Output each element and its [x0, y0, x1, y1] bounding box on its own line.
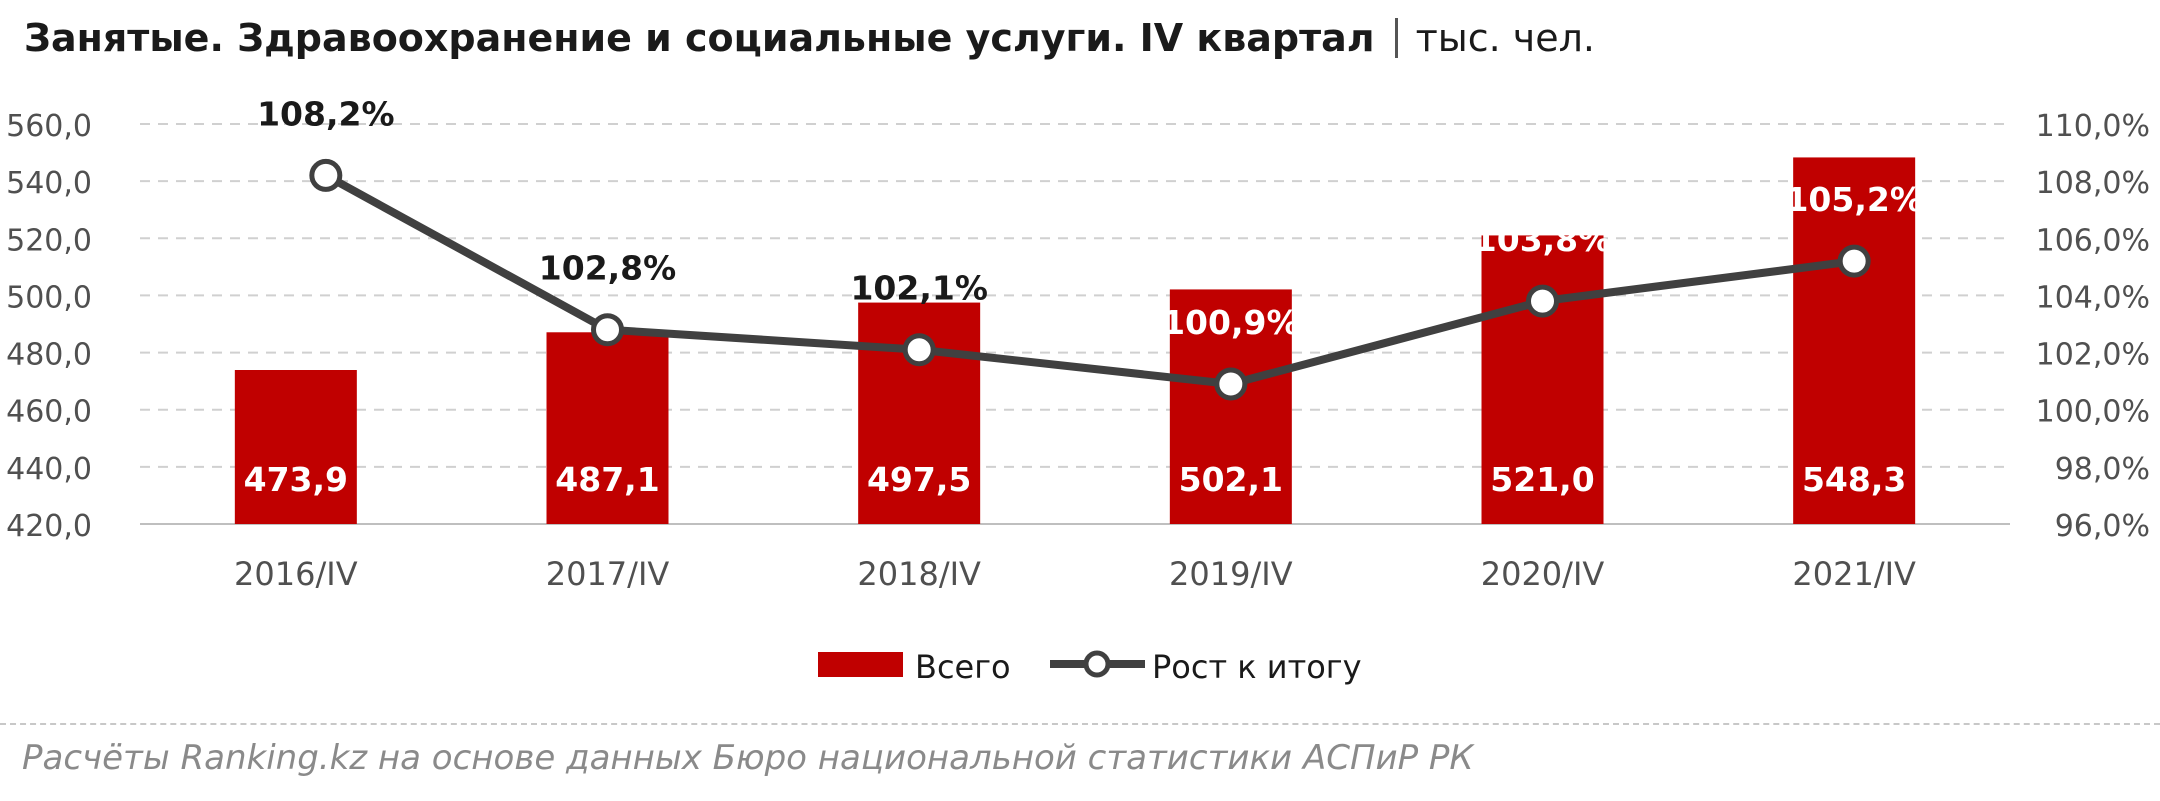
line-marker [591, 313, 624, 347]
line-marker [1526, 284, 1559, 318]
legend-bar-swatch [818, 652, 903, 677]
gridlines [140, 123, 2010, 525]
line-value-label: 100,9% [1162, 303, 1299, 342]
x-tick-label: 2017/IV [546, 555, 670, 593]
left-tick-label: 420,0 [6, 509, 92, 544]
bar [234, 370, 357, 524]
bar-value-label: 473,9 [244, 460, 348, 499]
bar-value-label: 487,1 [555, 460, 659, 499]
bar-value-label: 502,1 [1179, 460, 1283, 499]
left-tick-label: 480,0 [6, 338, 92, 373]
bar [546, 332, 669, 524]
line-marker [309, 158, 343, 192]
chart-title: Занятые. Здравоохранение и социальные ус… [24, 16, 1375, 60]
chart-unit: тыс. чел. [1415, 16, 1595, 60]
bar-value-label: 497,5 [867, 460, 971, 499]
right-tick-label: 100,0% [2036, 395, 2150, 430]
x-tick-label: 2018/IV [857, 555, 981, 593]
bar-value-label: 521,0 [1490, 460, 1594, 499]
x-axis: 2016/IV 2017/IV 2018/IV 2019/IV 2020/IV 2021/… [234, 555, 1916, 593]
left-tick-label: 440,0 [6, 452, 92, 487]
right-axis: 96,0% 98,0% 100,0% 102,0% 104,0% 106,0% 108,0%… [2036, 109, 2150, 544]
left-tick-label: 460,0 [6, 395, 92, 430]
right-tick-label: 104,0% [2036, 280, 2150, 315]
source-note: Расчёты Ranking.kz на основе данных Бюро… [22, 738, 1474, 778]
line-marker [1837, 244, 1871, 278]
left-tick-label: 540,0 [6, 166, 92, 201]
growth-line [323, 171, 1855, 388]
footer-divider [0, 723, 2160, 725]
right-tick-label: 110,0% [2036, 109, 2150, 144]
x-tick-label: 2021/IV [1792, 555, 1916, 593]
chart-title-row: Занятые. Здравоохранение и социальные ус… [24, 8, 1595, 68]
line-marker [1214, 367, 1248, 401]
legend-line-label: Рост к итогу [1152, 648, 1362, 686]
line-value-label: 102,8% [539, 249, 676, 288]
bar [1169, 289, 1292, 524]
line-value-label: 103,8% [1474, 220, 1611, 259]
title-separator [1394, 18, 1398, 58]
left-tick-label: 500,0 [6, 280, 92, 315]
bar [1481, 235, 1604, 524]
right-tick-label: 96,0% [2055, 509, 2150, 544]
left-axis: 420,0 440,0 460,0 480,0 500,0 520,0 540,0 560,0 [6, 109, 92, 544]
legend-line-marker [1083, 650, 1111, 678]
line-value-label: 108,2% [257, 94, 394, 133]
line-value-label: 105,2% [1785, 180, 1922, 219]
x-tick-label: 2019/IV [1169, 555, 1293, 593]
right-tick-label: 106,0% [2036, 223, 2150, 258]
legend: Всего Рост к итогу [818, 648, 1362, 686]
x-tick-label: 2016/IV [234, 555, 358, 593]
x-tick-label: 2020/IV [1481, 555, 1605, 593]
left-tick-label: 520,0 [6, 223, 92, 258]
line-series: 108,2% 102,8% 102,1% 100,9% 103,8% 105,2% [257, 94, 1923, 401]
legend-bar-label: Всего [915, 648, 1011, 686]
right-tick-label: 102,0% [2036, 338, 2150, 373]
line-marker [902, 333, 936, 367]
right-tick-label: 98,0% [2055, 452, 2150, 487]
bar-series: 473,9 487,1 497,5 502,1 521,0 548,3 [234, 157, 1916, 524]
bar [1793, 157, 1916, 524]
line-value-label: 102,1% [850, 269, 987, 308]
bar-value-label: 548,3 [1802, 460, 1906, 499]
left-tick-label: 560,0 [6, 109, 92, 144]
right-tick-label: 108,0% [2036, 166, 2150, 201]
